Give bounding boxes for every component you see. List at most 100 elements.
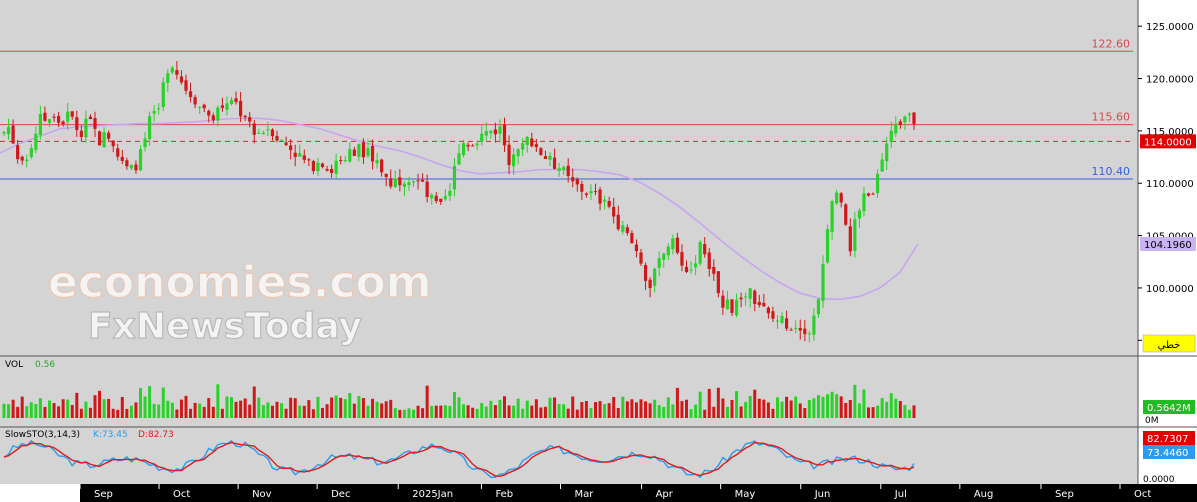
candle-body-31 — [143, 138, 147, 148]
candle-body-81 — [370, 146, 375, 162]
candle-body-24 — [111, 140, 115, 147]
volume-bar-42 — [193, 402, 197, 418]
candle-body-38 — [175, 70, 179, 75]
candle-body-97 — [443, 196, 447, 200]
volume-bar-176 — [803, 407, 807, 418]
candle-body-144 — [657, 258, 661, 268]
candle-body-15 — [70, 111, 74, 117]
price-tick-label-2: 115.0000 — [1146, 127, 1194, 138]
volume-bar-183 — [835, 394, 839, 418]
candle-body-125 — [571, 177, 575, 182]
volume-bar-189 — [862, 389, 866, 418]
candle-body-137 — [625, 227, 629, 233]
candle-body-19 — [88, 116, 93, 120]
candle-body-26 — [120, 156, 124, 161]
candle-body-112 — [512, 154, 516, 167]
volume-bar-168 — [766, 402, 770, 418]
volume-panel — [2, 384, 916, 418]
volume-bar-188 — [857, 403, 861, 418]
volume-bar-191 — [871, 407, 875, 418]
moving-average-line — [0, 117, 919, 301]
volume-bar-39 — [179, 399, 183, 418]
volume-bar-46 — [211, 406, 215, 418]
chart-type-label-box[interactable] — [1142, 334, 1196, 353]
candle-body-129 — [589, 191, 593, 194]
candle-body-9 — [43, 112, 47, 121]
candle-body-17 — [79, 130, 83, 137]
stochastic-tag-0: 82.7307 — [1147, 434, 1188, 445]
candle-body-0 — [2, 132, 6, 134]
candle-body-57 — [261, 132, 265, 135]
volume-bar-146 — [666, 397, 670, 418]
volume-bar-59 — [270, 405, 274, 418]
candle-body-145 — [662, 253, 666, 260]
candle-body-136 — [621, 225, 625, 232]
volume-bar-52 — [239, 400, 243, 418]
candle-body-69 — [316, 162, 320, 172]
candle-body-23 — [107, 132, 111, 139]
volume-bar-77 — [352, 403, 356, 418]
volume-bar-193 — [880, 398, 884, 418]
volume-bar-25 — [116, 409, 120, 418]
volume-bar-192 — [876, 405, 880, 418]
volume-bar-172 — [785, 396, 789, 418]
volume-bar-29 — [134, 402, 138, 418]
candle-body-140 — [639, 252, 643, 264]
volume-bar-185 — [844, 402, 848, 418]
volume-bar-74 — [339, 397, 343, 418]
volume-bar-99 — [452, 392, 456, 418]
volume-bar-33 — [152, 403, 156, 418]
candle-body-96 — [439, 198, 443, 202]
volume-bar-106 — [484, 406, 488, 418]
volume-bar-16 — [75, 392, 79, 418]
stochastic-tag-1: 73.4460 — [1147, 448, 1188, 459]
volume-bar-186 — [848, 399, 852, 418]
candle-body-55 — [252, 123, 256, 135]
candle-body-70 — [320, 163, 325, 168]
candle-body-5 — [25, 159, 29, 161]
candle-body-153 — [698, 242, 702, 264]
volume-bar-44 — [202, 406, 206, 418]
axes: 125.0000120.0000115.0000110.0000105.0000… — [79, 22, 1196, 500]
time-label-10: Jul — [894, 489, 907, 500]
time-label-8: May — [735, 489, 756, 500]
price-tag-0: 114.0000 — [1144, 137, 1192, 148]
volume-bar-90 — [412, 409, 415, 418]
volume-bar-117 — [534, 399, 538, 418]
candle-body-11 — [52, 116, 56, 118]
volume-bar-129 — [589, 408, 593, 418]
candle-body-197 — [898, 121, 902, 125]
candle-body-34 — [157, 108, 161, 110]
volume-bar-184 — [839, 396, 843, 418]
volume-bar-95 — [434, 405, 438, 418]
volume-bar-180 — [821, 396, 825, 418]
candle-body-40 — [184, 80, 188, 91]
volume-bar-145 — [662, 406, 666, 418]
candle-body-174 — [794, 327, 798, 329]
price-panel: 122.60 115.60 110.40 — [0, 37, 1133, 343]
candle-body-184 — [839, 193, 843, 203]
candle-body-111 — [507, 144, 511, 166]
volume-bar-64 — [293, 398, 297, 418]
volume-bar-12 — [57, 406, 61, 418]
candle-body-120 — [548, 155, 552, 160]
volume-bar-10 — [48, 400, 51, 418]
volume-zero-label: 0M — [1145, 416, 1159, 426]
candle-body-14 — [66, 111, 70, 122]
volume-bar-104 — [475, 408, 479, 418]
volume-bar-166 — [757, 398, 761, 418]
candle-body-92 — [421, 179, 425, 182]
candle-body-50 — [229, 99, 234, 105]
candle-body-128 — [584, 193, 588, 195]
volume-bar-21 — [98, 390, 102, 418]
volume-bar-51 — [234, 401, 238, 418]
candle-body-68 — [311, 161, 315, 172]
volume-bar-40 — [184, 395, 188, 418]
candle-body-65 — [298, 153, 302, 157]
level-label-3: 110.40 — [1092, 165, 1131, 178]
volume-label: VOL — [5, 360, 23, 370]
volume-bar-108 — [493, 405, 497, 418]
time-label-7: Apr — [656, 489, 674, 500]
volume-bar-53 — [243, 398, 247, 418]
candle-body-99 — [452, 165, 457, 190]
